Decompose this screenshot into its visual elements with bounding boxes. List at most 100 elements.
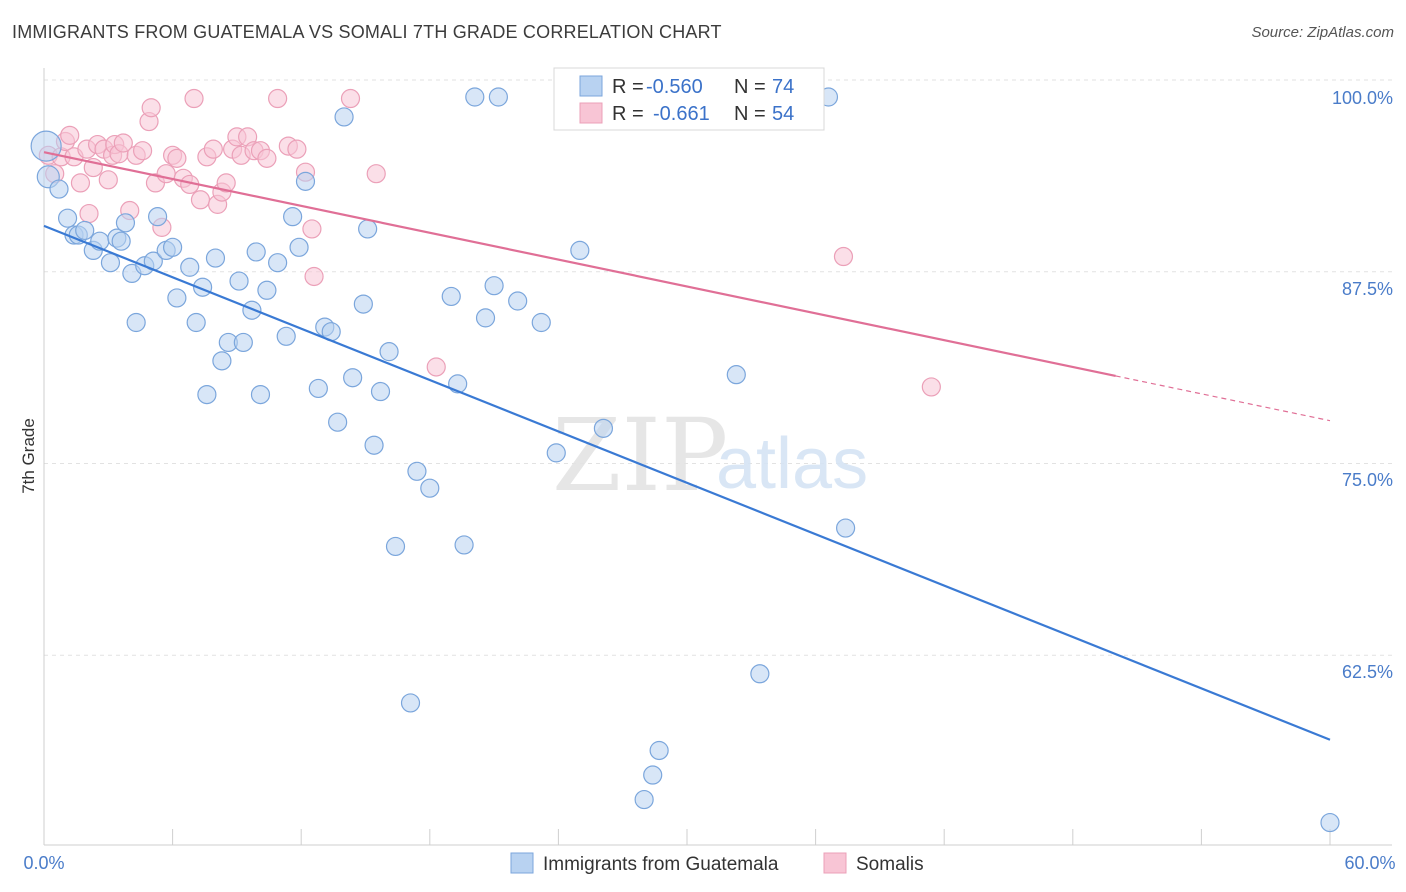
y-tick-label: 87.5% [1342,279,1393,299]
legend-n-value: 74 [772,76,794,98]
guatemala-point [167,288,187,308]
guatemala-point [205,248,226,268]
somalis-point [340,88,361,109]
guatemala-point [229,271,249,291]
guatemala-point [508,291,528,311]
somalis-trend-line-extension [1115,375,1331,422]
legend-n-value: 54 [772,103,794,125]
guatemala-point [115,213,136,233]
guatemala-point [180,257,200,277]
somalis-point [268,88,288,109]
guatemala-point [111,231,131,251]
y-axis-label: 7th Grade [19,418,38,494]
y-tick-label: 62.5% [1342,662,1393,682]
bottom-legend: Immigrants from Guatemala Somalis [510,852,924,875]
somalis-point [833,246,854,267]
x-tick-label: 60.0% [1344,853,1395,873]
guatemala-point [465,87,485,107]
watermark-zip: ZIP [552,397,728,514]
guatemala-points [30,87,1340,833]
legend-n-label: N = [734,76,766,98]
somalis-trend-line [43,151,1116,378]
guatemala-point [546,443,566,463]
guatemala-point [186,312,206,333]
guatemala-point [364,435,384,455]
legend-n-label: N = [734,103,766,125]
trend-lines [43,151,1331,741]
guatemala-point [488,87,508,107]
watermark-atlas: atlas [716,424,868,504]
guatemala-point [246,242,266,262]
guatemala-point [634,789,654,810]
guatemala-point [250,384,271,405]
guatemala-point [726,365,746,385]
guatemala-point [353,294,373,314]
guatemala-point [441,286,461,307]
guatemala-point [257,280,277,300]
guatemala-point [283,207,303,227]
somalis-point [203,139,223,159]
guatemala-point [49,179,69,199]
guatemala-point [379,342,399,362]
somalis-point [190,190,211,210]
guatemala-point [570,240,590,260]
bottom-legend-swatch-guatemala [510,852,534,874]
bottom-legend-label-guatemala: Immigrants from Guatemala [543,854,779,875]
somalis-point [921,377,941,397]
guatemala-point [484,276,504,296]
somalis-point [304,266,324,287]
somalis-point [98,170,118,190]
guatemala-point [126,312,146,333]
guatemala-point [593,418,614,438]
somalis-point [132,141,153,161]
guatemala-point [197,384,217,405]
guatemala-trend-line [43,224,1331,741]
bottom-legend-swatch-somalis [823,852,847,874]
chart-title: IMMIGRANTS FROM GUATEMALA VS SOMALI 7TH … [12,22,722,42]
legend-r-value: -0.560 [646,76,703,98]
legend-r-label: R = [612,76,644,98]
guatemala-point [147,207,168,227]
y-tick-label: 75.0% [1342,470,1393,490]
guatemala-point [163,237,183,257]
guatemala-point [370,381,391,402]
x-axis-ticks [43,829,1331,845]
guatemala-point [358,219,378,239]
somalis-points [38,88,941,397]
guatemala-point [407,461,427,481]
somalis-point [426,357,446,377]
legend-r-value: -0.661 [653,103,710,125]
somalis-point [184,88,204,109]
guatemala-point [475,308,496,328]
somalis-point [141,98,161,118]
guatemala-point [268,253,288,273]
guatemala-point [308,378,328,399]
guatemala-point [643,765,663,785]
guatemala-point [328,412,348,432]
guatemala-point [420,478,440,498]
guatemala-point [233,332,253,353]
guatemala-point [750,664,770,684]
somalis-point [302,219,322,239]
somalis-point [366,164,386,184]
guatemala-point [100,253,121,273]
grid-lines [44,79,1392,656]
guatemala-point [454,535,474,555]
guatemala-point [836,518,856,538]
guatemala-point [334,107,354,127]
guatemala-point [385,536,406,557]
legend-swatch-guatemala [579,75,603,97]
guatemala-point [57,208,78,228]
guatemala-point [400,693,421,713]
legend-swatch-somalis [579,102,603,124]
somalis-point [70,173,91,193]
guatemala-point [75,220,95,241]
stats-legend: R = -0.560 N = 74 R = -0.661 N = 54 [553,67,825,131]
guatemala-point [289,237,309,257]
somalis-point [257,148,277,168]
somalis-point [79,203,99,224]
guatemala-point [343,368,363,388]
guatemala-point [212,351,232,371]
guatemala-point [242,300,262,320]
